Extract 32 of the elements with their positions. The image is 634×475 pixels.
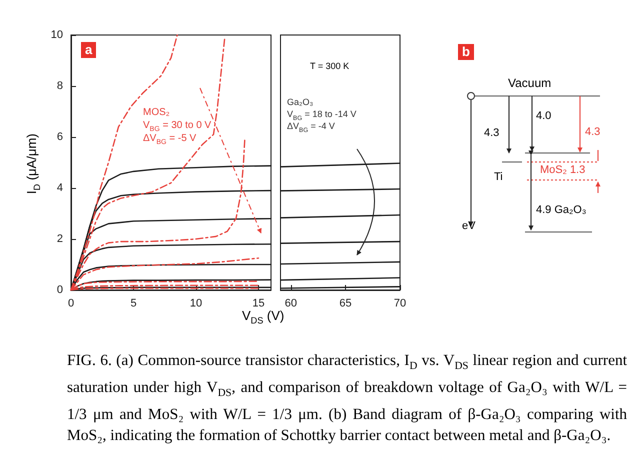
y-tick-label: 0 xyxy=(56,284,63,296)
x-tick-label: 15 xyxy=(252,298,265,310)
annotation: T = 300 K xyxy=(310,61,350,71)
annotation: V$_{BG}$ = 18 to -14 V xyxy=(287,109,356,122)
text: 4.9 Ga₂O₃ xyxy=(536,204,586,216)
text: 4.0 xyxy=(536,110,552,122)
y-tick-label: 10 xyxy=(50,29,63,41)
x-tick-label: 60 xyxy=(284,298,298,310)
text: eV xyxy=(462,220,476,232)
text: b xyxy=(458,44,474,60)
text: a xyxy=(81,42,96,58)
x-axis-title: V$_{DS}$ (V) xyxy=(242,308,284,326)
annotation: ΔV$_{BG}$ = -5 V xyxy=(143,133,196,146)
x-tick-label: 0 xyxy=(68,298,74,310)
y-tick-label: 6 xyxy=(56,131,63,143)
text: MoS₂ 1.3 xyxy=(540,164,586,176)
text: Ti xyxy=(494,171,503,183)
text: 4.3 xyxy=(484,127,500,139)
y-tick-label: 4 xyxy=(56,182,63,194)
x-tick-label: 5 xyxy=(130,298,137,310)
y-tick-label: 2 xyxy=(56,233,63,245)
x-tick-label: 10 xyxy=(190,298,202,310)
text: 4.3 xyxy=(585,126,600,138)
text: Vacuum xyxy=(508,76,552,90)
x-tick-label: 70 xyxy=(394,298,406,310)
text: FIG. 6. (a) Common-source transistor characteristics, I$_{D}$ vs. V$_{DS}$ linear region and current saturation under high V$_{DS}$, and comparison of breakdown voltage of Ga₂O₃ with W/L = 1/3 μm and MoS₂ with W/L = 1/3 μm. (b) Band diagram of β-Ga₂O₃ comparing with MoS₂, indicating the formation of Schottky barrier contact between metal and β-Ga₂O₃. xyxy=(67,352,627,444)
annotation: Ga₂O₃ xyxy=(287,97,314,107)
annotation: V$_{BG}$ = 30 to 0 V xyxy=(143,120,212,133)
annotation: MOS₂ xyxy=(143,107,170,118)
x-tick-label: 65 xyxy=(339,298,352,310)
y-tick-label: 8 xyxy=(56,80,63,92)
annotation: ΔV$_{BG}$ = -4 V xyxy=(287,121,335,134)
